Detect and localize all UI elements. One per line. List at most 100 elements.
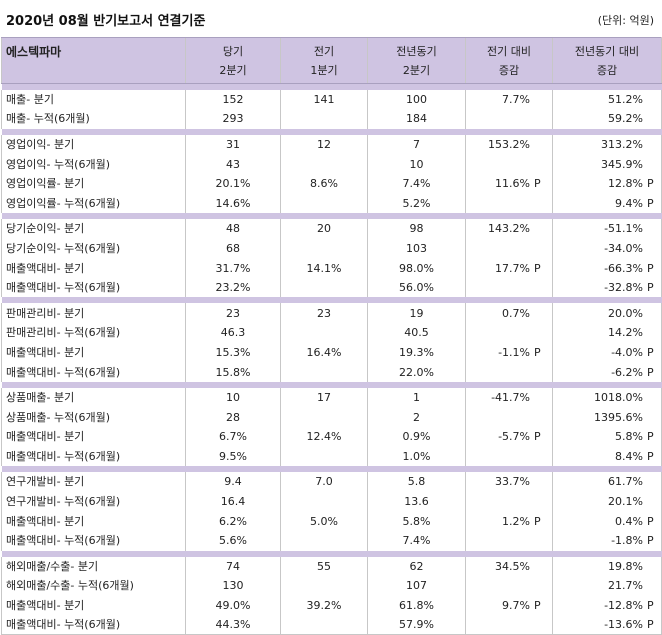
yoy-change-value: -1.8% [611,534,643,548]
table-row: 매출액대비- 분기 49.0% 39.2% 61.8% 9.7% P -12.8% P [1,595,662,616]
yoy-point-marker: P [647,196,654,210]
separator-cell [1,297,662,304]
previous-quarter-value: 5.0% [280,511,368,531]
row-label: 매출액대비- 분기 [1,427,186,447]
yoy-change-cell: -13.6% P [552,615,662,635]
qoq-point-marker: P [534,345,541,359]
previous-quarter-value: 8.6% [280,173,368,194]
previous-quarter-value: 16.4% [280,342,368,363]
current-quarter-value: 20.1% [185,173,281,194]
yoy-change-cell: 5.8% P [552,427,662,447]
year-ago-value: 1 [367,387,466,408]
current-quarter-value: 130 [185,576,281,596]
yoy-point-marker: P [647,365,654,379]
qoq-change-value: 7.7% [502,92,530,106]
table-row: 해외매출/수출- 분기 74 55 62 34.5% 19.8% [1,556,662,577]
yoy-change-value: -34.0% [604,241,643,255]
qoq-change-value: 143.2% [488,222,530,236]
qoq-change-value: 0.7% [502,306,530,320]
qoq-change-value: 1.2% [502,514,530,528]
qoq-change-cell: 143.2% [465,219,553,239]
qoq-change-cell [465,615,553,635]
year-ago-value: 13.6 [367,491,466,512]
group-separator [1,83,662,90]
qoq-change-value: -41.7% [491,391,530,405]
yoy-point-marker: P [647,514,654,528]
row-label: 해외매출/수출- 분기 [1,556,186,577]
row-label: 매출액대비- 누적(6개월) [1,362,186,382]
table-row: 매출액대비- 누적(6개월) 15.8% 22.0% -6.2% P [1,362,662,382]
qoq-change-cell: 11.6% P [465,173,553,194]
row-label: 당기순이익- 분기 [1,219,186,239]
year-ago-value: 184 [367,109,466,129]
yoy-point-marker: P [647,177,654,191]
yoy-change-value: -6.2% [611,365,643,379]
qoq-change-cell: 33.7% [465,472,553,492]
table-row: 당기순이익- 누적(6개월) 68 103 -34.0% [1,238,662,259]
yoy-change-value: 61.7% [608,475,643,489]
current-quarter-value: 9.4 [185,472,281,492]
qoq-change-value: 17.7% [495,261,530,275]
yoy-point-marker: P [647,449,654,463]
qoq-change-value: 11.6% [495,177,530,191]
qoq-change-cell: 34.5% [465,556,553,577]
table-row: 매출액대비- 누적(6개월) 23.2% 56.0% -32.8% P [1,277,662,298]
previous-quarter-value [280,109,368,129]
row-label: 매출액대비- 누적(6개월) [1,615,186,635]
yoy-change-value: -51.1% [604,222,643,236]
table-row: 판매관리비- 누적(6개월) 46.3 40.5 14.2% [1,323,662,343]
row-label: 영업이익률- 누적(6개월) [1,193,186,214]
year-ago-value: 103 [367,238,466,259]
report-header: 2020년 08월 반기보고서 연결기준 (단위: 억원) [0,0,662,37]
qoq-change-cell: -1.1% P [465,342,553,363]
table-row: 영업이익- 누적(6개월) 43 10 345.9% [1,154,662,174]
qoq-change-cell [465,277,553,298]
current-quarter-value: 5.6% [185,530,281,551]
current-quarter-value: 68 [185,238,281,259]
yoy-point-marker: P [647,430,654,444]
yoy-change-cell: 14.2% [552,323,662,343]
current-quarter-value: 44.3% [185,615,281,635]
yoy-change-value: 0.4% [615,514,643,528]
group-separator [1,213,662,220]
year-ago-value: 7.4% [367,173,466,194]
yoy-change-value: 14.2% [608,326,643,340]
yoy-change-cell: 0.4% P [552,511,662,531]
table-header: 에스텍파마 당기 2분기 전기 1분기 전년동기 2분기 전기 대비 증감 전년동기 대… [1,37,662,84]
year-ago-value: 5.8% [367,511,466,531]
previous-quarter-value [280,362,368,382]
year-ago-value: 19.3% [367,342,466,363]
year-ago-value: 0.9% [367,427,466,447]
yoy-point-marker: P [647,618,654,632]
year-ago-value: 7 [367,134,466,155]
yoy-change-cell: 345.9% [552,154,662,174]
yoy-change-value: 9.4% [615,196,643,210]
row-label: 매출- 분기 [1,89,186,110]
previous-quarter-value [280,530,368,551]
qoq-change-value: 153.2% [488,137,530,151]
current-quarter-value: 43 [185,154,281,174]
row-label: 매출액대비- 누적(6개월) [1,446,186,467]
qoq-change-cell [465,238,553,259]
table-row: 연구개발비- 분기 9.4 7.0 5.8 33.7% 61.7% [1,472,662,492]
qoq-change-cell [465,323,553,343]
table-row: 판매관리비- 분기 23 23 19 0.7% 20.0% [1,303,662,324]
table-row: 매출액대비- 누적(6개월) 5.6% 7.4% -1.8% P [1,530,662,551]
year-ago-value: 10 [367,154,466,174]
current-quarter-value: 23 [185,303,281,324]
yoy-point-marker: P [647,599,654,613]
year-ago-value: 40.5 [367,323,466,343]
yoy-change-cell: 1395.6% [552,407,662,427]
header-current-quarter: 당기 2분기 [185,37,281,84]
header-previous-quarter: 전기 1분기 [280,37,368,84]
row-label: 연구개발비- 분기 [1,472,186,492]
group-separator [1,297,662,304]
yoy-change-value: 1018.0% [594,391,643,405]
qoq-change-cell [465,407,553,427]
year-ago-value: 98 [367,219,466,239]
qoq-change-cell [465,109,553,129]
yoy-change-value: -13.6% [604,618,643,632]
table-row: 매출- 분기 152 141 100 7.7% 51.2% [1,89,662,110]
yoy-change-value: 12.8% [608,177,643,191]
yoy-change-value: 313.2% [601,137,643,151]
